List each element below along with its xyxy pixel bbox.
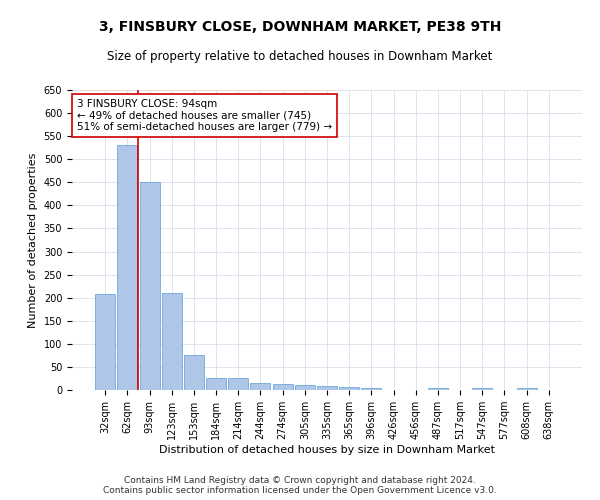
- Bar: [184, 356, 204, 390]
- Text: Size of property relative to detached houses in Downham Market: Size of property relative to detached ho…: [107, 50, 493, 63]
- Bar: [272, 384, 293, 390]
- X-axis label: Distribution of detached houses by size in Downham Market: Distribution of detached houses by size …: [159, 445, 495, 455]
- Bar: [95, 294, 115, 390]
- Bar: [472, 388, 492, 390]
- Bar: [339, 387, 359, 390]
- Bar: [206, 378, 226, 390]
- Bar: [140, 182, 160, 390]
- Text: Contains HM Land Registry data © Crown copyright and database right 2024.
Contai: Contains HM Land Registry data © Crown c…: [103, 476, 497, 495]
- Bar: [295, 386, 315, 390]
- Text: 3 FINSBURY CLOSE: 94sqm
← 49% of detached houses are smaller (745)
51% of semi-d: 3 FINSBURY CLOSE: 94sqm ← 49% of detache…: [77, 99, 332, 132]
- Bar: [317, 386, 337, 390]
- Bar: [517, 388, 536, 390]
- Bar: [428, 388, 448, 390]
- Bar: [228, 378, 248, 390]
- Bar: [250, 383, 271, 390]
- Bar: [118, 146, 137, 390]
- Y-axis label: Number of detached properties: Number of detached properties: [28, 152, 38, 328]
- Bar: [361, 388, 382, 390]
- Text: 3, FINSBURY CLOSE, DOWNHAM MARKET, PE38 9TH: 3, FINSBURY CLOSE, DOWNHAM MARKET, PE38 …: [99, 20, 501, 34]
- Bar: [162, 293, 182, 390]
